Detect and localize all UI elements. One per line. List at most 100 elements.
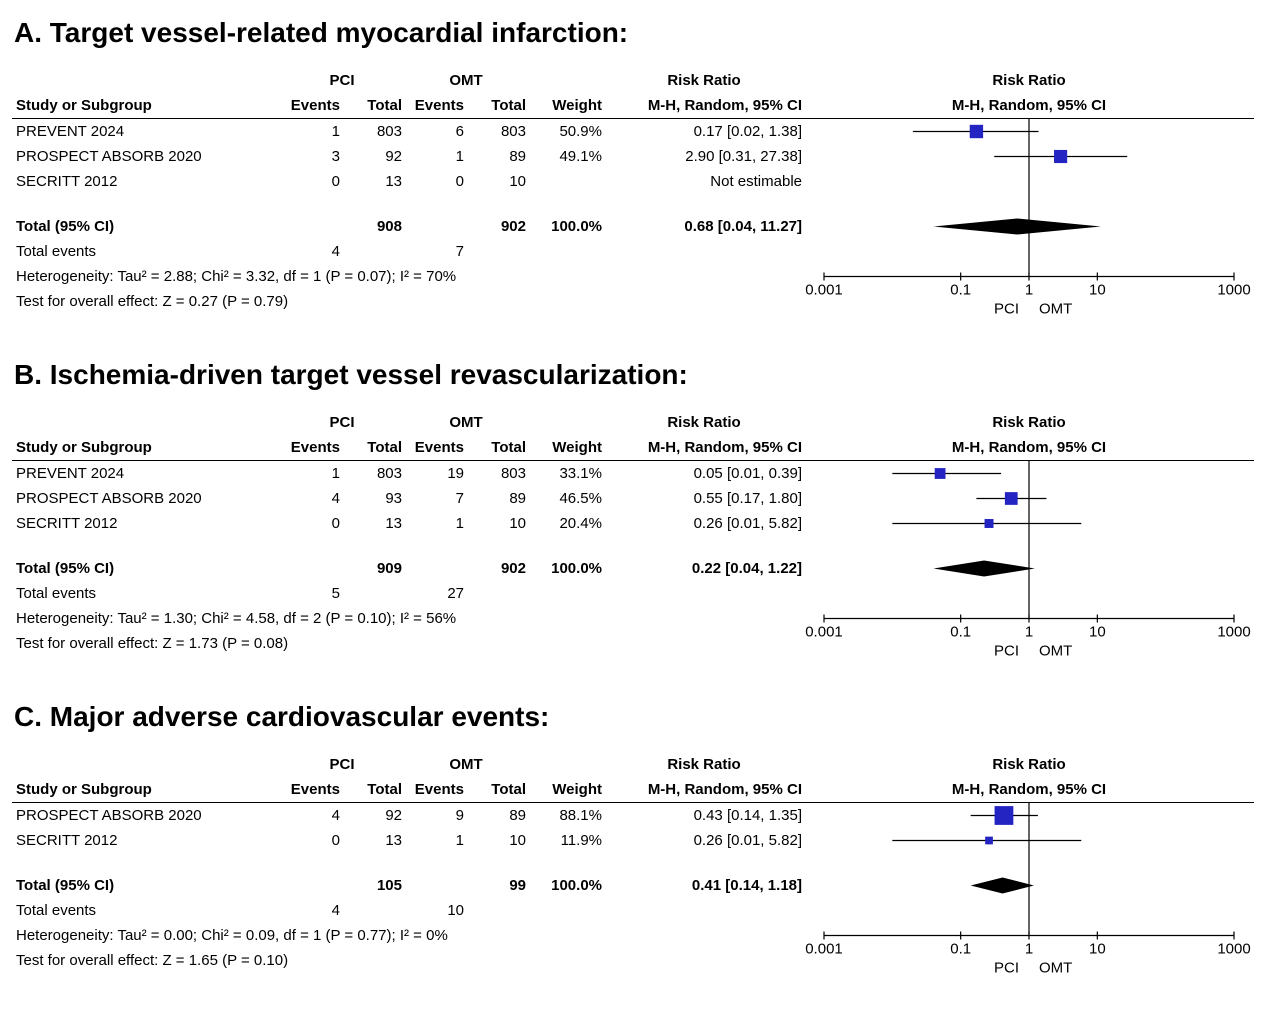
total-events-label: Total events — [16, 243, 97, 260]
total-omt-value: 99 — [509, 877, 526, 894]
total-weight-value: 100.0% — [551, 877, 602, 894]
weight-value: 88.1% — [559, 807, 602, 824]
overall-effect-row: Test for overall effect: Z = 0.27 (P = 0… — [12, 289, 1254, 314]
risk-ratio-value: 0.26 [0.01, 5.82] — [693, 832, 802, 849]
panel-b: B. Ischemia-driven target vessel revascu… — [12, 358, 1264, 660]
study-name: PROSPECT ABSORB 2020 — [16, 148, 202, 165]
study-header: Study or Subgroup — [16, 439, 152, 456]
omt-group-header: OMT — [449, 756, 483, 773]
pci-events-header: Events — [290, 781, 340, 798]
total-omt-value: 902 — [500, 560, 526, 577]
method-header: M-H, Random, 95% CI — [647, 781, 802, 798]
omt-events-value: 19 — [447, 465, 464, 482]
total-diamond — [933, 218, 1101, 235]
pci-events-value: 1 — [331, 123, 340, 140]
risk-ratio-plot-header: Risk Ratio — [992, 414, 1066, 431]
favours-left-label: PCI — [994, 643, 1019, 660]
risk-ratio-value: 2.90 [0.31, 27.38] — [685, 148, 802, 165]
pci-total-value: 92 — [385, 807, 402, 824]
omt-events-header: Events — [414, 781, 464, 798]
weight-value: 49.1% — [559, 148, 602, 165]
study-row: PREVENT 2024 1 803 19 803 33.1% 0.05 [0.01, 0.… — [12, 461, 1254, 486]
total-diamond — [933, 560, 1035, 577]
total-events-label: Total events — [16, 585, 97, 602]
heterogeneity-text: Heterogeneity: Tau² = 2.88; Chi² = 3.32,… — [16, 268, 457, 285]
method-plot-header: M-H, Random, 95% CI — [951, 439, 1107, 456]
forest-table: PCI OMT Risk Ratio Risk Ratio Study or Subgr… — [12, 68, 1254, 318]
panel-title: B. Ischemia-driven target vessel revascu… — [14, 359, 688, 390]
heterogeneity-row: Heterogeneity: Tau² = 1.30; Chi² = 4.58,… — [12, 606, 1254, 631]
axis-tick-label: 0.001 — [805, 624, 843, 641]
overall-effect-row: Test for overall effect: Z = 1.65 (P = 0… — [12, 948, 1254, 973]
table-column-header-row: Study or Subgroup Events Total Events Total W… — [12, 777, 1254, 803]
favours-left-label: PCI — [994, 960, 1019, 977]
omt-events-value: 1 — [455, 832, 464, 849]
pci-total-value: 803 — [376, 465, 402, 482]
study-name: PROSPECT ABSORB 2020 — [16, 490, 202, 507]
weight-header: Weight — [552, 439, 602, 456]
method-plot-header: M-H, Random, 95% CI — [951, 781, 1107, 798]
total-events-omt-value: 10 — [447, 902, 464, 919]
overall-effect-text: Test for overall effect: Z = 1.73 (P = 0… — [16, 635, 289, 652]
pci-events-value: 1 — [331, 465, 340, 482]
omt-total-value: 89 — [509, 490, 526, 507]
meta-analysis-figure: A. Target vessel-related myocardial infa… — [12, 16, 1264, 977]
pci-events-value: 0 — [331, 832, 340, 849]
omt-events-value: 0 — [455, 173, 464, 190]
pci-events-value: 0 — [331, 515, 340, 532]
total-events-row: Total events 4 7 — [12, 239, 1254, 264]
effect-square — [1004, 492, 1018, 505]
total-row: Total (95% CI) 105 99 100.0% 0.41 [0.14, 1.1… — [12, 873, 1254, 898]
study-row: PROSPECT ABSORB 2020 4 92 9 89 88.1% 0.43 [0.1… — [12, 803, 1254, 828]
panel-a: A. Target vessel-related myocardial infa… — [12, 16, 1264, 318]
risk-ratio-header: Risk Ratio — [667, 72, 741, 89]
total-events-pci-value: 5 — [331, 585, 340, 602]
forest-table: PCI OMT Risk Ratio Risk Ratio Study or Subgr… — [12, 410, 1254, 660]
weight-header: Weight — [552, 781, 602, 798]
omt-total-value: 803 — [500, 465, 526, 482]
risk-ratio-header: Risk Ratio — [667, 756, 741, 773]
study-row: PROSPECT ABSORB 2020 3 92 1 89 49.1% 2.90 [0.3… — [12, 144, 1254, 169]
risk-ratio-value: 0.17 [0.02, 1.38] — [693, 123, 802, 140]
method-header: M-H, Random, 95% CI — [647, 97, 802, 114]
weight-value: 33.1% — [559, 465, 602, 482]
study-name: PROSPECT ABSORB 2020 — [16, 807, 202, 824]
table-column-header-row: Study or Subgroup Events Total Events Total W… — [12, 93, 1254, 119]
risk-ratio-value: 0.05 [0.01, 0.39] — [693, 465, 802, 482]
table-body: PROSPECT ABSORB 2020 4 92 9 89 88.1% 0.43 [0.1… — [12, 803, 1254, 977]
omt-events-header: Events — [414, 97, 464, 114]
study-name: PREVENT 2024 — [16, 465, 125, 482]
total-risk-ratio-value: 0.22 [0.04, 1.22] — [691, 560, 802, 577]
study-header: Study or Subgroup — [16, 97, 152, 114]
pci-total-value: 13 — [385, 515, 402, 532]
effect-square — [969, 124, 984, 139]
method-header: M-H, Random, 95% CI — [647, 439, 802, 456]
favours-right-label: OMT — [1039, 960, 1072, 977]
table-body: PREVENT 2024 1 803 19 803 33.1% 0.05 [0.01, 0.… — [12, 461, 1254, 660]
pci-events-header: Events — [290, 439, 340, 456]
omt-group-header: OMT — [449, 72, 483, 89]
weight-value: 20.4% — [559, 515, 602, 532]
panel-title: A. Target vessel-related myocardial infa… — [14, 17, 629, 48]
omt-total-value: 10 — [509, 515, 526, 532]
study-row: SECRITT 2012 0 13 1 10 20.4% 0.26 [0.01, 5.82] — [12, 511, 1254, 536]
pci-total-value: 13 — [385, 832, 402, 849]
total-events-label: Total events — [16, 902, 97, 919]
study-row: SECRITT 2012 0 13 0 10 Not estimable — [12, 169, 1254, 194]
pci-total-value: 803 — [376, 123, 402, 140]
total-events-pci-value: 4 — [331, 902, 340, 919]
pci-total-header: Total — [367, 439, 402, 456]
omt-events-value: 1 — [455, 515, 464, 532]
risk-ratio-plot-header: Risk Ratio — [992, 72, 1066, 89]
effect-square — [984, 519, 994, 528]
omt-total-value: 10 — [509, 173, 526, 190]
total-weight-value: 100.0% — [551, 218, 602, 235]
heterogeneity-row: Heterogeneity: Tau² = 2.88; Chi² = 3.32,… — [12, 264, 1254, 289]
study-header: Study or Subgroup — [16, 781, 152, 798]
axis-tick-label: 10 — [1089, 941, 1106, 958]
total-events-row: Total events 4 10 — [12, 898, 1254, 923]
omt-group-header: OMT — [449, 414, 483, 431]
axis-tick-label: 1 — [1025, 624, 1033, 641]
pci-events-value: 4 — [331, 807, 340, 824]
omt-total-header: Total — [491, 781, 526, 798]
